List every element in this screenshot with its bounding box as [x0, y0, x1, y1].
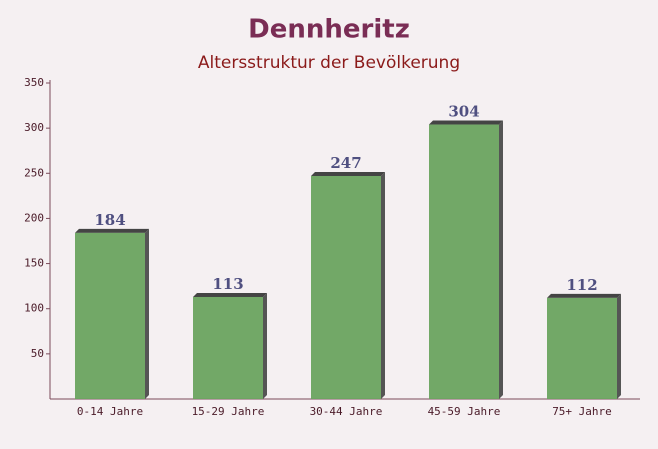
- bar: [547, 297, 617, 399]
- y-tick-label: 250: [24, 166, 44, 179]
- value-label: 113: [212, 275, 243, 293]
- y-tick-label: 150: [24, 257, 44, 270]
- bar-shadow: [263, 292, 267, 399]
- bar-shadow: [145, 228, 149, 399]
- y-tick-label: 300: [24, 121, 44, 134]
- y-tick-label: 50: [31, 347, 44, 360]
- x-tick-label: 75+ Jahre: [552, 405, 612, 418]
- value-label: 247: [330, 154, 361, 172]
- chart-title: Dennheritz: [248, 15, 410, 45]
- bar: [311, 175, 381, 399]
- bar: [75, 232, 145, 399]
- value-label: 112: [566, 276, 597, 294]
- bar-shadow: [75, 228, 149, 233]
- bar: [429, 124, 499, 399]
- x-tick-label: 30-44 Jahre: [310, 405, 383, 418]
- bar-shadow: [311, 171, 385, 176]
- bar-shadow: [193, 292, 267, 297]
- value-label: 184: [94, 211, 125, 229]
- y-tick-label: 350: [24, 76, 44, 89]
- chart-subtitle: Altersstruktur der Bevölkerung: [198, 53, 460, 73]
- y-tick-label: 100: [24, 302, 44, 315]
- x-tick-label: 0-14 Jahre: [77, 405, 143, 418]
- x-tick-label: 15-29 Jahre: [192, 405, 265, 418]
- y-tick-label: 200: [24, 211, 44, 224]
- bar-shadow: [381, 171, 385, 399]
- bar-shadow: [499, 120, 503, 399]
- x-tick-label: 45-59 Jahre: [428, 405, 501, 418]
- value-label: 304: [448, 103, 479, 121]
- bar-shadow: [429, 120, 503, 125]
- bar-shadow: [547, 293, 621, 298]
- bar: [193, 296, 263, 399]
- bar-shadow: [617, 293, 621, 399]
